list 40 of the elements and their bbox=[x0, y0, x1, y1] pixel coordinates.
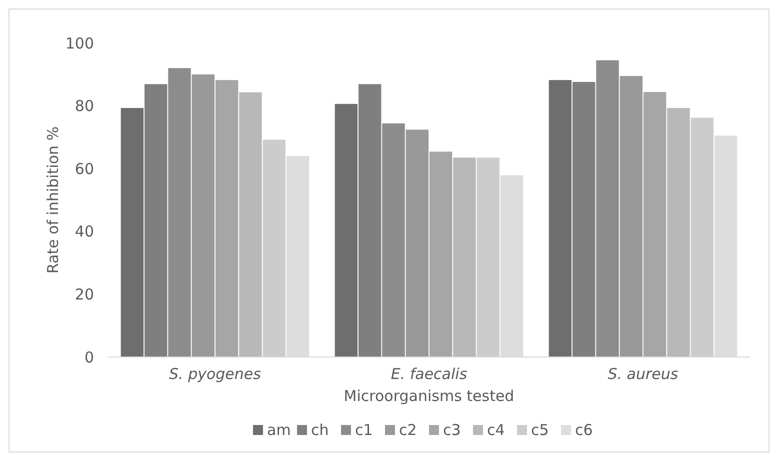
bar bbox=[358, 84, 382, 357]
bar bbox=[690, 118, 714, 357]
bar bbox=[548, 80, 572, 357]
bar bbox=[120, 108, 144, 357]
x-tick-label: S. aureus bbox=[608, 365, 678, 383]
bar bbox=[239, 92, 262, 357]
bar bbox=[453, 158, 476, 357]
legend-label: c3 bbox=[443, 421, 461, 439]
legend-label: am bbox=[267, 421, 291, 439]
x-tick-label: S. pyogenes bbox=[169, 365, 262, 383]
y-tick-label: 60 bbox=[74, 160, 94, 178]
bar bbox=[144, 84, 168, 357]
bar bbox=[667, 108, 690, 357]
legend-label: c1 bbox=[355, 421, 373, 439]
bar bbox=[192, 74, 215, 357]
legend-label: c5 bbox=[531, 421, 549, 439]
bar bbox=[215, 80, 238, 357]
y-tick-label: 40 bbox=[74, 222, 94, 241]
legend-label: c2 bbox=[399, 421, 417, 439]
x-axis-title: Microorganisms tested bbox=[344, 387, 514, 405]
bar bbox=[643, 92, 666, 357]
bar bbox=[382, 123, 405, 357]
bar bbox=[429, 152, 452, 357]
y-tick-label: 80 bbox=[74, 97, 94, 116]
y-tick-label: 100 bbox=[65, 34, 94, 52]
y-axis-title: Rate of inhibition % bbox=[44, 126, 62, 274]
bar bbox=[620, 76, 643, 357]
bar bbox=[334, 104, 358, 357]
legend-label: ch bbox=[311, 421, 329, 439]
bar bbox=[406, 130, 429, 357]
legend-label: c6 bbox=[575, 421, 593, 439]
bar bbox=[476, 158, 500, 357]
bar bbox=[572, 82, 596, 357]
bar bbox=[596, 60, 619, 357]
bar bbox=[262, 140, 286, 357]
y-tick-label: 20 bbox=[74, 285, 94, 304]
x-tick-label: E. faecalis bbox=[390, 365, 468, 383]
legend-label: c4 bbox=[487, 421, 505, 439]
y-tick-label: 0 bbox=[84, 348, 94, 366]
bar bbox=[168, 68, 191, 357]
